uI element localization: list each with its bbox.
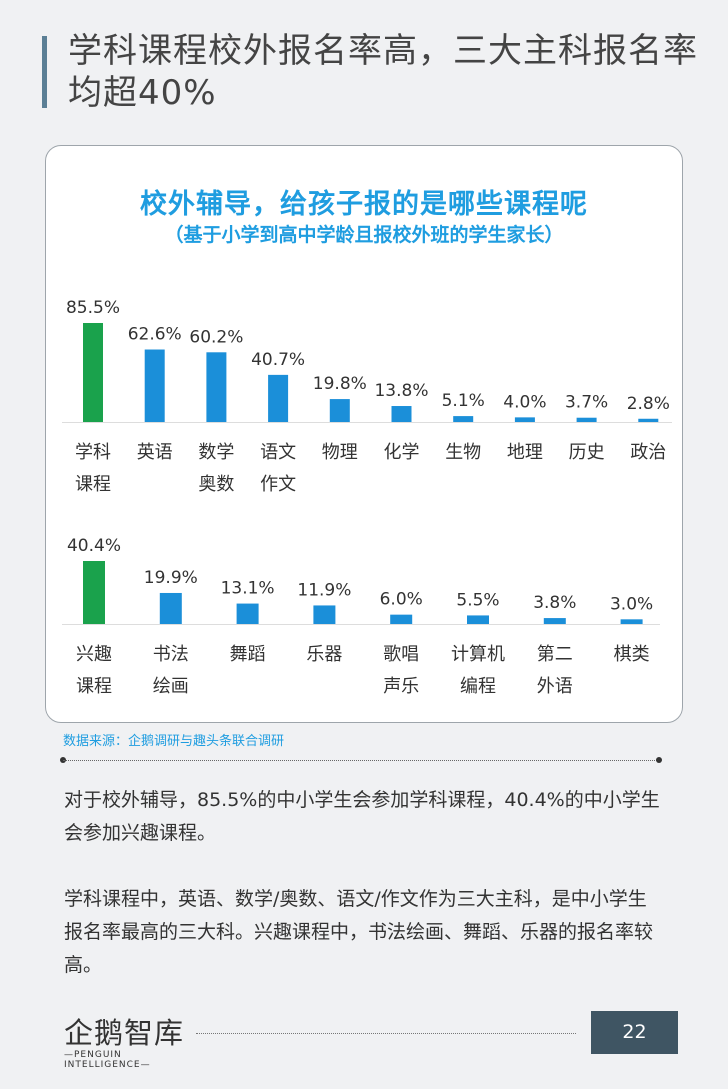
category-label-2-2-line1: 书法 bbox=[153, 644, 189, 665]
category-label-1-6: 化学 bbox=[384, 442, 420, 463]
value-label-2-2: 19.9% bbox=[144, 568, 198, 588]
bar-1-6 bbox=[391, 406, 412, 422]
bar-1-7 bbox=[453, 416, 474, 422]
category-label-2-5-line1: 歌唱 bbox=[383, 644, 419, 665]
category-label-2-4: 乐器 bbox=[306, 644, 342, 665]
value-label-1-5: 19.8% bbox=[313, 374, 367, 394]
page-title: 学科课程校外报名率高，三大主科报名率均超40% bbox=[68, 31, 698, 113]
logo-subtext: —PENGUIN INTELLIGENCE— bbox=[64, 1050, 151, 1070]
bar-2-4 bbox=[313, 605, 336, 624]
chart-subtitle: （基于小学到高中学龄且报校外班的学生家长） bbox=[164, 224, 564, 246]
paragraph-2: 学科课程中，英语、数学/奥数、语文/作文作为三大主科，是中小学生报名率最高的三大… bbox=[64, 888, 654, 976]
bar-2-2 bbox=[159, 592, 182, 624]
value-label-2-8: 3.0% bbox=[610, 594, 653, 614]
value-label-1-9: 3.7% bbox=[565, 393, 608, 413]
separator-line bbox=[63, 760, 659, 761]
category-label-1-3-line2: 奥数 bbox=[198, 474, 234, 495]
penguin-logo: 企鹅智库 —PENGUIN INTELLIGENCE— bbox=[64, 1010, 185, 1070]
chart-card bbox=[45, 145, 683, 723]
category-label-2-6-line1: 计算机 bbox=[451, 644, 505, 665]
category-label-1-5: 物理 bbox=[322, 442, 358, 463]
bar-2-3 bbox=[236, 603, 259, 624]
bar-1-8 bbox=[514, 417, 535, 422]
category-label-1-8: 地理 bbox=[507, 442, 543, 463]
category-label-1-1-line2: 课程 bbox=[75, 474, 111, 495]
title-accent-bar bbox=[42, 36, 47, 108]
value-label-1-8: 4.0% bbox=[503, 392, 546, 412]
category-label-2-6-line2: 编程 bbox=[460, 676, 496, 697]
chart-title: 校外辅导，给孩子报的是哪些课程呢 bbox=[140, 189, 588, 220]
bar-1-10 bbox=[638, 418, 659, 422]
value-label-1-7: 5.1% bbox=[442, 391, 485, 411]
category-label-2-1-line2: 课程 bbox=[76, 676, 112, 697]
category-label-1-4-line2: 作文 bbox=[260, 474, 296, 495]
category-label-1-2: 英语 bbox=[137, 442, 173, 463]
category-label-2-7-line1: 第二 bbox=[537, 644, 573, 665]
value-label-2-1: 40.4% bbox=[67, 536, 121, 556]
logo-text: 企鹅智库 bbox=[64, 1016, 185, 1050]
bar-1-9 bbox=[576, 417, 597, 422]
paragraph-1: 对于校外辅导，85.5%的中小学生会参加学科课程，40.4%的中小学生会参加兴趣… bbox=[64, 789, 660, 844]
category-label-2-5-line2: 声乐 bbox=[383, 676, 419, 697]
value-label-1-2: 62.6% bbox=[128, 325, 182, 345]
bar-2-5 bbox=[390, 614, 413, 624]
bar-2-8 bbox=[620, 619, 643, 624]
value-label-2-5: 6.0% bbox=[380, 590, 423, 610]
bar-1-5 bbox=[329, 399, 350, 422]
bar-1-1 bbox=[83, 323, 103, 422]
category-label-2-2-line2: 绘画 bbox=[153, 676, 189, 697]
bar-2-7 bbox=[543, 618, 566, 624]
bar-1-2 bbox=[144, 349, 165, 422]
category-label-1-1-line1: 学科 bbox=[75, 442, 111, 463]
category-label-1-3-line1: 数学 bbox=[198, 442, 234, 463]
value-label-1-4: 40.7% bbox=[251, 350, 305, 370]
category-label-2-7-line2: 外语 bbox=[537, 676, 573, 697]
category-label-2-3: 舞蹈 bbox=[230, 644, 266, 665]
bar-2-6 bbox=[467, 615, 489, 624]
category-label-1-9: 历史 bbox=[569, 442, 605, 463]
value-label-2-4: 11.9% bbox=[297, 580, 351, 600]
bar-1-3 bbox=[206, 352, 227, 422]
value-label-1-6: 13.8% bbox=[374, 381, 428, 401]
value-label-1-1: 85.5% bbox=[66, 298, 120, 318]
value-label-1-3: 60.2% bbox=[189, 327, 243, 347]
footer-line bbox=[196, 1033, 576, 1034]
category-label-2-1-line1: 兴趣 bbox=[76, 644, 112, 665]
bar-1-4 bbox=[268, 374, 289, 422]
category-label-1-7: 生物 bbox=[445, 442, 481, 463]
category-label-2-8: 棋类 bbox=[614, 644, 650, 665]
value-label-2-7: 3.8% bbox=[533, 593, 576, 613]
value-label-2-6: 5.5% bbox=[456, 590, 499, 610]
category-label-1-10: 政治 bbox=[630, 442, 666, 463]
value-label-2-3: 13.1% bbox=[221, 579, 275, 599]
separator-dot-right bbox=[656, 757, 662, 763]
category-label-1-4-line1: 语文 bbox=[260, 442, 296, 463]
data-source: 数据来源：企鹅调研与趣头条联合调研 bbox=[63, 734, 285, 749]
bar-2-1 bbox=[83, 561, 105, 624]
value-label-1-10: 2.8% bbox=[627, 394, 670, 414]
page-number: 22 bbox=[591, 1011, 678, 1054]
